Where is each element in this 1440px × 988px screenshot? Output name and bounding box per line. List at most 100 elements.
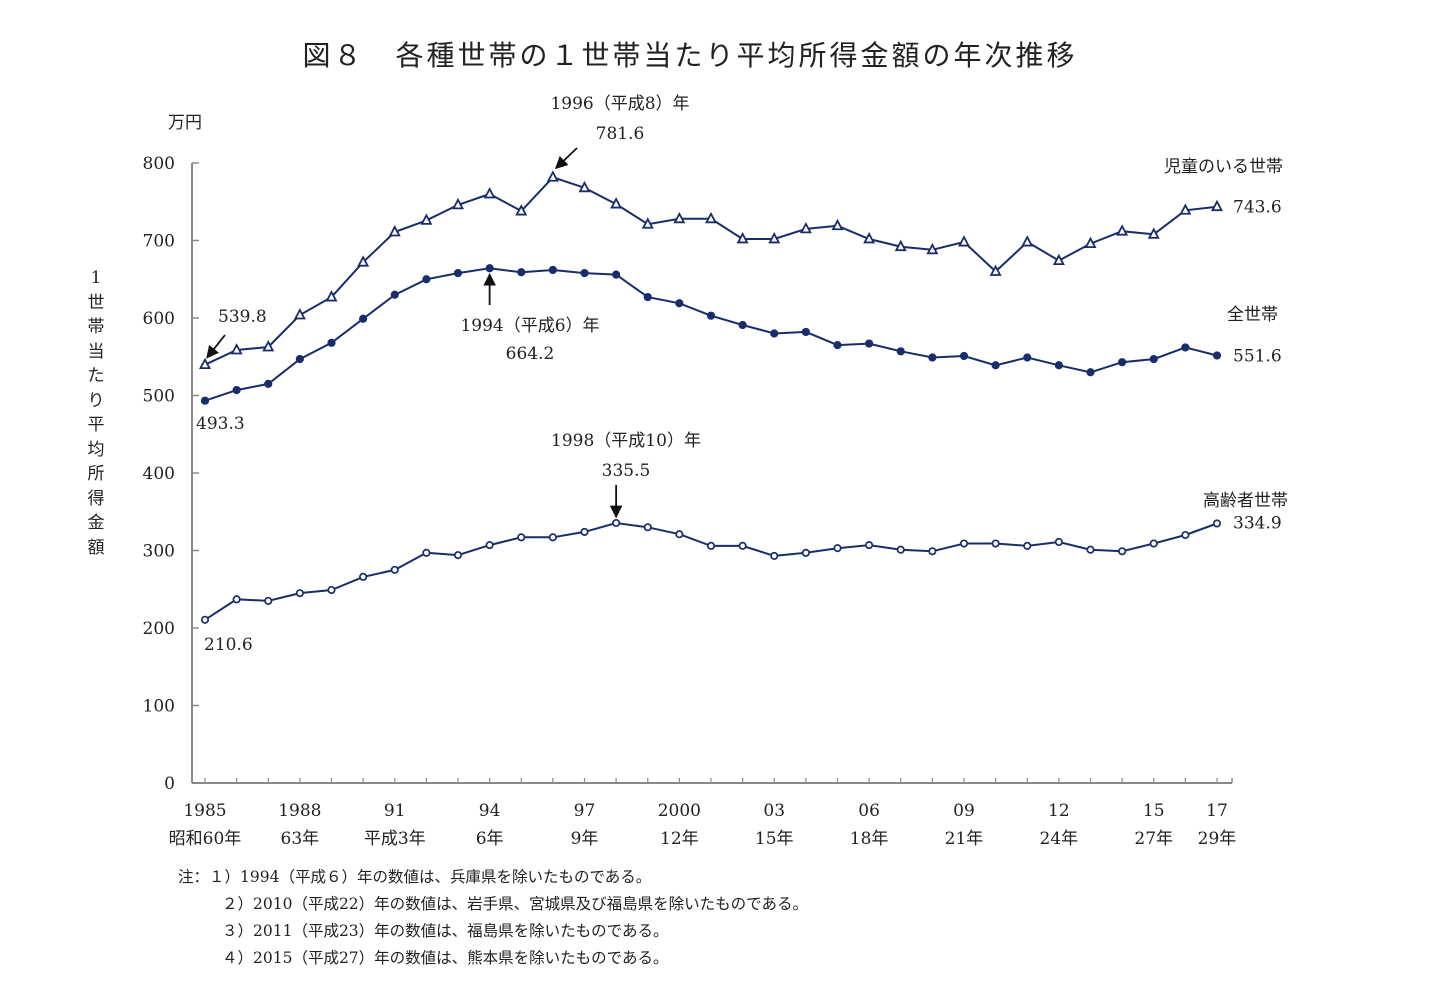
data-point bbox=[896, 545, 905, 554]
data-point bbox=[1086, 368, 1095, 377]
data-point bbox=[548, 533, 557, 542]
x-tick-label: 12 bbox=[1048, 801, 1070, 821]
x-tick-label-japanese: 27年 bbox=[1134, 829, 1173, 849]
annotation-label: 210.6 bbox=[204, 635, 253, 655]
data-point bbox=[1179, 203, 1192, 215]
x-tick-label: 1988 bbox=[278, 801, 321, 821]
data-point bbox=[736, 232, 749, 244]
data-point bbox=[1052, 253, 1065, 266]
data-point bbox=[325, 290, 338, 302]
x-tick-label-japanese: 18年 bbox=[850, 829, 889, 849]
y-axis-label-char: 均 bbox=[87, 439, 105, 460]
data-point bbox=[262, 340, 275, 352]
data-point bbox=[928, 353, 937, 362]
annotation-value: 335.5 bbox=[602, 461, 651, 481]
series-layer bbox=[199, 170, 1223, 624]
data-point bbox=[1054, 361, 1063, 370]
data-point bbox=[232, 595, 241, 604]
x-tick-label: 91 bbox=[384, 801, 406, 821]
footnote-1: 注：１）1994（平成６）年の数値は、兵庫県を除いたものである。 bbox=[178, 868, 652, 886]
data-point bbox=[293, 308, 306, 320]
data-point bbox=[453, 268, 463, 278]
y-axis-label-char: 当 bbox=[87, 341, 105, 362]
data-point bbox=[833, 544, 842, 553]
y-axis-label-char: 所 bbox=[87, 464, 105, 484]
data-point bbox=[453, 551, 463, 560]
y-axis-label-char: 平 bbox=[87, 415, 105, 435]
annotation-label: 1994（平成6）年 bbox=[460, 316, 599, 336]
series-1 bbox=[200, 264, 1222, 405]
y-axis-label-char: 額 bbox=[87, 537, 105, 558]
data-point bbox=[1181, 530, 1190, 540]
x-tick-label-japanese: 24年 bbox=[1040, 829, 1079, 849]
data-point bbox=[643, 523, 652, 532]
data-point bbox=[675, 530, 684, 539]
y-axis-label-char: 1 bbox=[90, 268, 102, 288]
x-tick-label-japanese: 21年 bbox=[945, 829, 984, 849]
x-tick-label-japanese: 63年 bbox=[281, 829, 320, 849]
data-point bbox=[991, 361, 1000, 370]
data-point bbox=[1212, 351, 1222, 360]
annotation-arrow bbox=[554, 147, 578, 170]
data-point bbox=[420, 213, 433, 225]
y-axis-label-char: 世 bbox=[87, 292, 105, 313]
data-point bbox=[452, 197, 464, 210]
data-point bbox=[865, 541, 874, 550]
data-point bbox=[327, 585, 336, 595]
y-tick-label: 700 bbox=[143, 232, 175, 252]
y-unit-label: 万円 bbox=[168, 113, 202, 133]
data-point bbox=[894, 239, 907, 252]
data-point bbox=[199, 357, 211, 370]
axes: 0 100 200 300 400 500 600 700 800 1985 昭和60年 1988 63… bbox=[143, 154, 1237, 849]
data-point bbox=[673, 211, 686, 224]
data-point bbox=[388, 225, 401, 237]
x-tick-label: 94 bbox=[479, 801, 501, 821]
data-point bbox=[517, 268, 526, 277]
x-tick-label: 1985 bbox=[183, 801, 226, 821]
y-tick-label: 100 bbox=[143, 697, 175, 717]
legend-label-all: 全世帯 bbox=[1227, 305, 1278, 325]
data-point bbox=[295, 354, 304, 364]
data-point bbox=[515, 204, 528, 216]
annotation-label: 1998（平成10）年 bbox=[551, 431, 701, 451]
data-point bbox=[1149, 539, 1158, 548]
data-point bbox=[1212, 519, 1222, 528]
x-tick-label-japanese: 9年 bbox=[571, 829, 599, 849]
data-point bbox=[705, 211, 717, 224]
x-tick-label-japanese: 12年 bbox=[660, 829, 699, 849]
data-point bbox=[1084, 236, 1097, 249]
x-tick-label-japanese: 29年 bbox=[1198, 829, 1237, 849]
data-point bbox=[359, 314, 368, 323]
data-point bbox=[865, 339, 874, 348]
data-point bbox=[768, 232, 781, 244]
footnotes: 注：１）1994（平成６）年の数値は、兵庫県を除いたものである。 ２）2010（… bbox=[178, 864, 808, 972]
data-point bbox=[991, 539, 1000, 548]
data-point bbox=[738, 320, 747, 330]
x-tick-label-japanese: 15年 bbox=[755, 829, 794, 849]
end-value-label: 334.9 bbox=[1233, 513, 1282, 533]
annotation-label: 539.8 bbox=[218, 307, 267, 327]
data-point bbox=[643, 292, 652, 302]
y-tick-label: 500 bbox=[143, 387, 175, 407]
data-point bbox=[546, 170, 559, 182]
legend-label-elderly: 高齢者世帯 bbox=[1203, 491, 1288, 511]
data-point bbox=[230, 343, 243, 355]
annotation-arrow bbox=[206, 334, 226, 359]
x-tick-label-japanese: 平成3年 bbox=[364, 829, 426, 849]
y-tick-label: 400 bbox=[143, 464, 175, 484]
y-axis-label-char: た bbox=[87, 366, 105, 386]
data-point bbox=[200, 396, 210, 405]
y-tick-label: 0 bbox=[164, 774, 175, 794]
legend-label-children: 児童のいる世帯 bbox=[1164, 157, 1283, 177]
data-point bbox=[926, 242, 939, 255]
data-point bbox=[422, 548, 431, 557]
annotation-value: 781.6 bbox=[596, 124, 645, 144]
x-tick-label-japanese: 昭和60年 bbox=[169, 829, 242, 849]
y-axis-label-char: 得 bbox=[87, 488, 105, 509]
y-axis-label-char: り bbox=[87, 390, 105, 411]
data-point bbox=[1211, 199, 1223, 212]
data-point bbox=[295, 589, 304, 598]
data-point bbox=[706, 541, 716, 550]
data-point bbox=[801, 327, 810, 337]
end-value-label: 551.6 bbox=[1233, 347, 1282, 367]
